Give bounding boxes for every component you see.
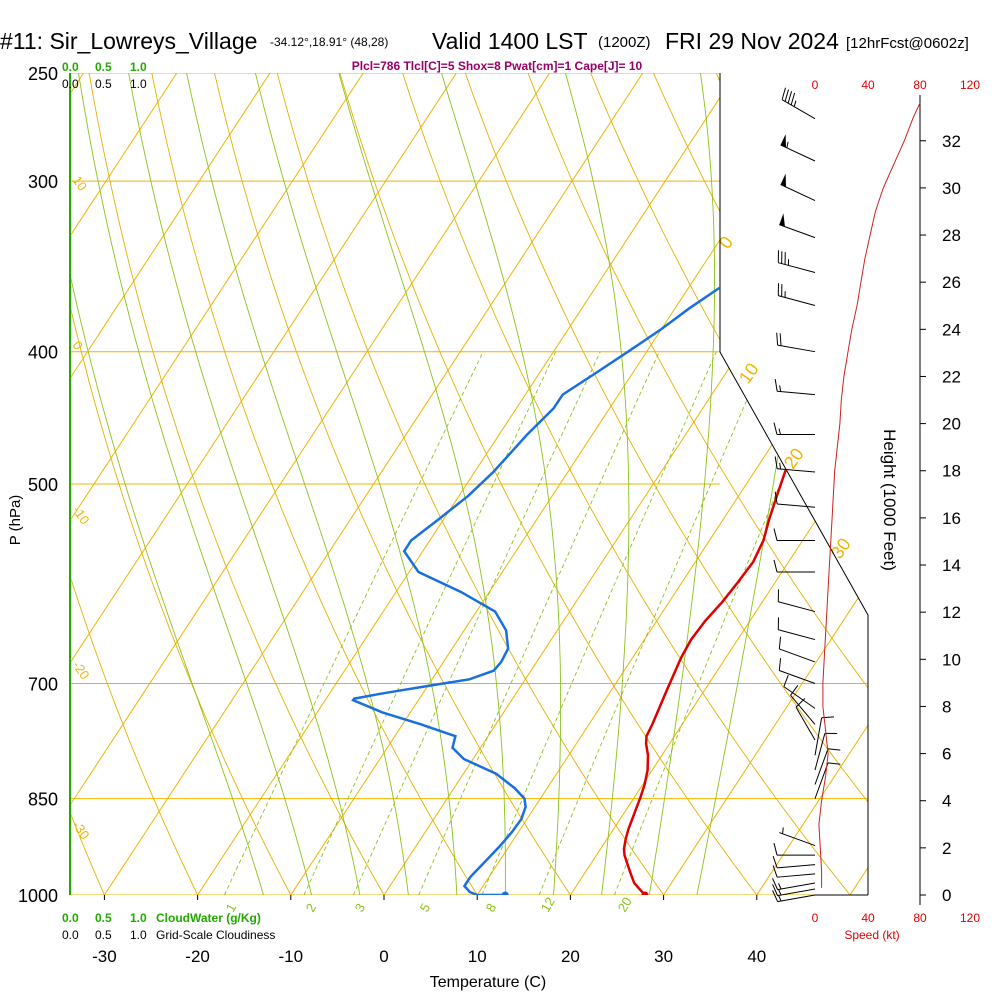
sounding-indices: Plcl=786 Tlcl[C]=5 Shox=8 Pwat[cm]=1 Cap… [352,59,643,73]
height-tick-10: 10 [942,650,961,669]
utc-time: (1200Z) [598,34,651,51]
temp-tick--30: -30 [92,947,117,966]
pressure-tick-300: 300 [28,172,58,192]
speed-tick-bottom-0: 0 [812,911,819,925]
pressure-tick-500: 500 [28,475,58,495]
height-tick-8: 8 [942,697,951,716]
valid-time: Valid 1400 LST [432,28,588,54]
temp-tick-20: 20 [561,947,580,966]
speed-axis-label: Speed (kt) [844,928,899,942]
cloudiness-scale-bottom-1: 0.5 [95,928,112,942]
height-tick-28: 28 [942,226,961,245]
height-tick-12: 12 [942,603,961,622]
temp-tick-40: 40 [747,947,766,966]
speed-tick-top-80: 80 [913,78,927,92]
speed-tick-bottom-80: 80 [913,911,927,925]
cloudiness-label: Grid-Scale Cloudiness [156,928,275,942]
pressure-tick-400: 400 [28,343,58,363]
cloudiness-scale-top-1: 0.5 [95,77,112,91]
height-axis-title: Height (1000 Feet) [880,429,899,571]
cloudwater-scale-bottom-1: 0.5 [95,911,112,925]
cloudwater-label: CloudWater (g/Kg) [156,911,261,925]
wind-barb-half [783,828,784,834]
height-tick-20: 20 [942,415,961,434]
pressure-tick-850: 850 [28,790,58,810]
cloudiness-scale-bottom-0: 0.0 [62,928,79,942]
temp-tick-0: 0 [379,947,388,966]
height-tick-26: 26 [942,273,961,292]
cloudwater-scale-bottom-0: 0.0 [62,911,79,925]
height-tick-6: 6 [942,745,951,764]
cloudwater-scale-bottom-2: 1.0 [130,911,147,925]
height-tick-22: 22 [942,367,961,386]
cloudwater-scale-top-2: 1.0 [130,60,147,74]
cloudiness-scale-bottom-2: 1.0 [130,928,147,942]
speed-tick-top-40: 40 [861,78,875,92]
speed-tick-top-120: 120 [960,78,980,92]
y-axis-title: P (hPa) [7,495,24,546]
height-tick-18: 18 [942,462,961,481]
x-axis-title: Temperature (C) [430,974,546,991]
height-tick-16: 16 [942,509,961,528]
height-tick-30: 30 [942,179,961,198]
speed-tick-bottom-40: 40 [861,911,875,925]
speed-tick-bottom-120: 120 [960,911,980,925]
height-tick-14: 14 [942,556,961,575]
height-tick-4: 4 [942,792,951,811]
station-title: #11: Sir_Lowreys_Village [0,28,257,54]
temp-tick--10: -10 [279,947,304,966]
pressure-tick-700: 700 [28,675,58,695]
temp-tick--20: -20 [185,947,210,966]
cloudwater-scale-top-1: 0.5 [95,60,112,74]
temp-tick-30: 30 [654,947,673,966]
pressure-tick-250: 250 [28,64,58,84]
cloudiness-scale-top-2: 1.0 [130,77,147,91]
height-tick-0: 0 [942,886,951,905]
height-tick-32: 32 [942,132,961,151]
height-tick-24: 24 [942,320,961,339]
forecast-cycle: [12hrFcst@0602z] [846,35,969,52]
speed-tick-top-0: 0 [812,78,819,92]
cloudiness-scale-top-0: 0.0 [62,77,79,91]
station-coords: -34.12°,18.91° (48,28) [270,35,388,49]
temp-tick-10: 10 [468,947,487,966]
pressure-tick-1000: 1000 [18,886,58,906]
height-tick-2: 2 [942,839,951,858]
forecast-date: FRI 29 Nov 2024 [665,28,839,54]
cloudwater-scale-top-0: 0.0 [62,60,79,74]
